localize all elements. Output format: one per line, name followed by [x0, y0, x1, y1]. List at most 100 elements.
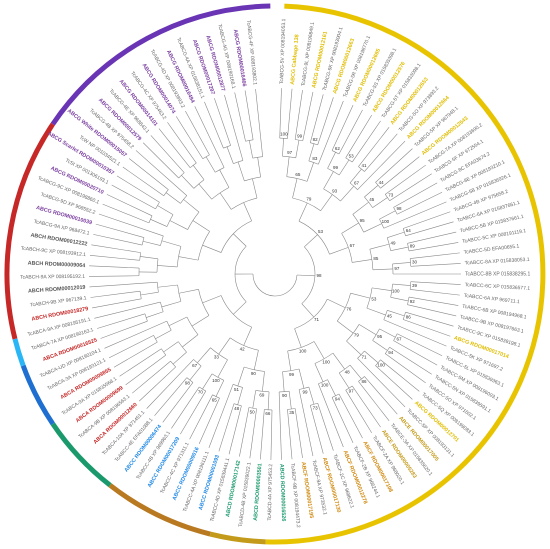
- tree-branch: [140, 256, 159, 260]
- tree-node-arc: [156, 258, 159, 273]
- support-value: 90: [251, 371, 257, 376]
- leaf-label: TcABCH-9A XP 008195192.1: [20, 274, 85, 281]
- tree-branch: [234, 92, 246, 142]
- support-value: 95: [377, 334, 383, 339]
- tree-branch: [116, 175, 160, 203]
- tree-branch: [192, 220, 210, 232]
- support-value: 71: [314, 317, 320, 322]
- tree-branch: [357, 358, 406, 408]
- support-value: 83: [312, 156, 318, 161]
- support-value: 65: [212, 397, 218, 402]
- tree-node-arc: [407, 243, 410, 251]
- tree-branch: [345, 390, 372, 434]
- tree-node-arc: [155, 202, 160, 210]
- tree-node-arc: [252, 156, 263, 159]
- tree-branch: [298, 368, 305, 389]
- tree-branch: [154, 377, 188, 416]
- tree-branch: [172, 351, 187, 365]
- tree-node-arc: [393, 207, 398, 215]
- tree-branch: [313, 341, 325, 359]
- support-value: 100: [322, 359, 330, 364]
- tree-branch: [387, 231, 405, 238]
- tree-node-arc: [282, 368, 300, 373]
- leaf-label: TcABCH-9C XP 008193912.1: [20, 246, 86, 259]
- tree-node-arc: [223, 145, 231, 149]
- support-value: 100: [377, 363, 385, 368]
- tree-branch: [178, 256, 199, 261]
- support-value: 97: [349, 389, 355, 394]
- tree-branch: [410, 289, 460, 296]
- support-value: 48: [345, 370, 351, 375]
- support-value: 41: [362, 163, 368, 168]
- tree-node-arc: [212, 394, 220, 399]
- support-value: 79: [306, 197, 312, 202]
- tree-branch: [341, 222, 359, 234]
- tree-branch: [102, 203, 150, 224]
- tree-node-arc: [345, 157, 353, 163]
- tree-branch: [392, 262, 411, 265]
- tree-node-arc: [156, 282, 159, 293]
- tree-branch: [332, 352, 345, 370]
- tree-branch: [346, 340, 362, 355]
- tree-branch: [252, 390, 257, 409]
- tree-branch: [383, 201, 447, 229]
- tree-branch: [270, 409, 273, 460]
- tree-branch: [165, 192, 181, 204]
- tree-node-arc: [211, 373, 224, 381]
- tree-branch: [385, 353, 426, 384]
- tree-branch: [278, 391, 282, 460]
- tree-branch: [192, 165, 205, 180]
- support-value: 30: [412, 259, 418, 264]
- tree-node-arc: [202, 154, 210, 160]
- tree-node-arc: [358, 376, 365, 382]
- tree-branch: [204, 101, 224, 149]
- tree-branch: [111, 184, 156, 210]
- tree-branch: [182, 334, 199, 348]
- clade-ring-segment-abcd: [50, 422, 112, 488]
- tree-branch: [132, 360, 171, 394]
- tree-node-arc: [323, 188, 341, 202]
- tree-branch: [403, 211, 451, 229]
- tree-node-arc: [352, 214, 364, 233]
- support-value: 67: [354, 180, 360, 185]
- tree-branch: [198, 183, 212, 200]
- support-value: 98: [396, 206, 402, 211]
- tree-branch: [387, 310, 405, 317]
- tree-node-arc: [310, 402, 318, 406]
- tree-node-arc: [193, 179, 205, 189]
- tree-branch: [97, 313, 146, 329]
- leaf-label: ABCH RDOM00012222: [30, 233, 88, 248]
- support-value: 66: [265, 411, 271, 416]
- tree-branch: [318, 100, 344, 165]
- tree-branch: [327, 298, 346, 309]
- tree-node-arc: [199, 386, 206, 392]
- tree-branch: [128, 158, 169, 190]
- leaf-label: TcABCC-5D EFA00655.1: [463, 243, 519, 255]
- support-value: 99: [302, 389, 308, 394]
- leaf-label: TcABCF-9B XP 008194473.2: [289, 463, 301, 528]
- tree-branch: [329, 247, 349, 255]
- tree-branch: [296, 274, 315, 277]
- tree-node-arc: [144, 313, 148, 322]
- tree-node-arc: [383, 310, 388, 320]
- tree-branch: [181, 175, 195, 189]
- tree-branch: [393, 182, 438, 208]
- tree-node-arc: [292, 197, 321, 211]
- tree-branch: [180, 390, 207, 435]
- tree-branch: [198, 398, 220, 444]
- tree-node-arc: [215, 167, 225, 173]
- tree-branch: [113, 341, 158, 368]
- support-value: 33: [214, 355, 220, 360]
- tree-node-arc: [331, 150, 340, 155]
- tree-branch: [157, 265, 178, 268]
- tree-node-arc: [178, 172, 185, 179]
- tree-node-arc: [318, 379, 328, 385]
- tree-node-arc: [287, 341, 315, 352]
- support-value: 97: [287, 150, 293, 155]
- tree-node-arc: [234, 246, 247, 303]
- tree-branch: [379, 328, 396, 338]
- tree-branch: [318, 383, 344, 448]
- tree-branch: [363, 223, 382, 233]
- tree-node-arc: [220, 295, 252, 328]
